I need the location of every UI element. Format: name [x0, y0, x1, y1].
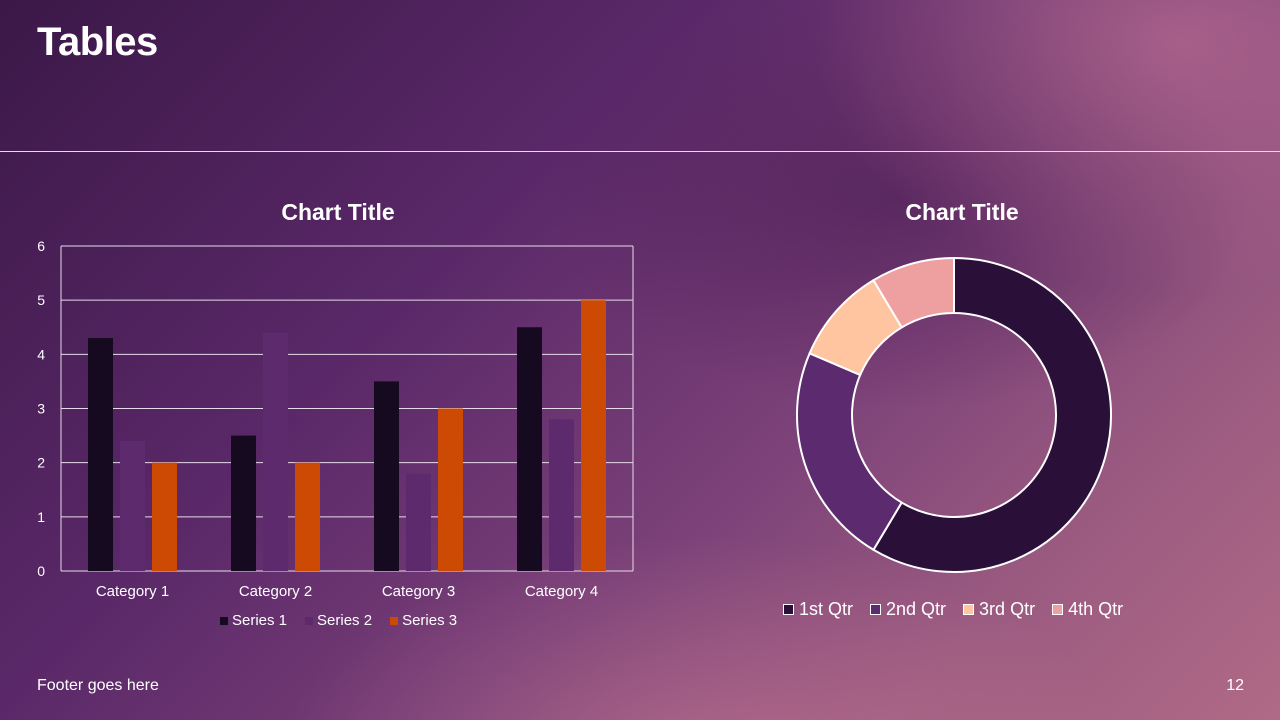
- donut-chart: [796, 256, 1112, 573]
- y-tick-label: 1: [37, 509, 45, 525]
- y-tick-label: 6: [37, 238, 45, 254]
- bar-series-2: [406, 473, 431, 571]
- slide-title: Tables: [37, 20, 158, 64]
- donut-chart-title: Chart Title: [905, 199, 1019, 225]
- legend-swatch-series-1: [220, 616, 228, 625]
- legend-swatch-series-3: [390, 616, 399, 625]
- legend-item-series-3: Series 3: [390, 612, 457, 629]
- y-tick-label: 4: [37, 346, 45, 362]
- donut-slice-4th-qtr: [872, 256, 955, 329]
- bar-series-2: [263, 332, 288, 571]
- bar-series-3: [438, 408, 463, 571]
- legend-label-series-2: Series 2: [317, 612, 373, 629]
- page-number: 12: [1226, 677, 1244, 694]
- bar-chart: 0 1 2 3 4 5 6 Category 1 Category 2 Category 3 Cat…: [37, 238, 634, 600]
- bar-series-3: [581, 300, 606, 571]
- bar-series-1: [88, 338, 113, 571]
- legend-label-q3: 3rd Qtr: [979, 599, 1036, 619]
- donut-chart-legend: 1st Qtr 2nd Qtr 3rd Qtr 4th Qtr: [783, 599, 1140, 620]
- y-tick-label: 3: [37, 401, 45, 417]
- legend-item-q2: 2nd Qtr: [870, 599, 946, 620]
- donut-slice-1st-qtr: [872, 256, 1112, 573]
- legend-item-series-2: Series 2: [305, 612, 372, 629]
- legend-item-q4: 4th Qtr: [1052, 599, 1123, 620]
- legend-label-q4: 4th Qtr: [1068, 599, 1124, 619]
- x-tick-label: Category 2: [239, 583, 312, 600]
- y-tick-label: 0: [37, 563, 45, 579]
- y-tick-label: 2: [37, 455, 45, 471]
- footer-text: Footer goes here: [37, 677, 159, 694]
- legend-item-q3: 3rd Qtr: [963, 599, 1035, 620]
- legend-swatch-series-2: [305, 616, 314, 625]
- bar-series-1: [231, 435, 256, 571]
- legend-label-q2: 2nd Qtr: [886, 599, 947, 619]
- bar-series-1: [374, 381, 399, 571]
- bar-series-2: [549, 419, 574, 571]
- x-tick-label: Category 4: [525, 583, 598, 600]
- legend-swatch-q4: [1052, 604, 1064, 615]
- donut-slice-2nd-qtr: [796, 351, 904, 552]
- legend-swatch-q1: [783, 604, 794, 615]
- bar-chart-legend: Series 1 Series 2 Series 3: [220, 612, 475, 629]
- legend-swatch-q2: [870, 604, 882, 615]
- legend-swatch-q3: [963, 604, 975, 615]
- x-tick-label: Category 3: [382, 583, 455, 600]
- legend-item-q1: 1st Qtr: [783, 599, 853, 620]
- legend-label-q1: 1st Qtr: [799, 599, 854, 619]
- bar-series-3: [295, 462, 320, 571]
- title-divider: [0, 151, 1280, 152]
- x-tick-label: Category 1: [96, 583, 169, 600]
- legend-label-series-3: Series 3: [402, 612, 458, 629]
- bar-series-3: [152, 462, 177, 571]
- bar-series-2: [120, 441, 145, 571]
- bar-chart-title: Chart Title: [281, 199, 395, 225]
- y-tick-label: 5: [37, 292, 45, 308]
- bar-series-1: [517, 327, 542, 571]
- legend-item-series-1: Series 1: [220, 612, 287, 629]
- legend-label-series-1: Series 1: [232, 612, 288, 629]
